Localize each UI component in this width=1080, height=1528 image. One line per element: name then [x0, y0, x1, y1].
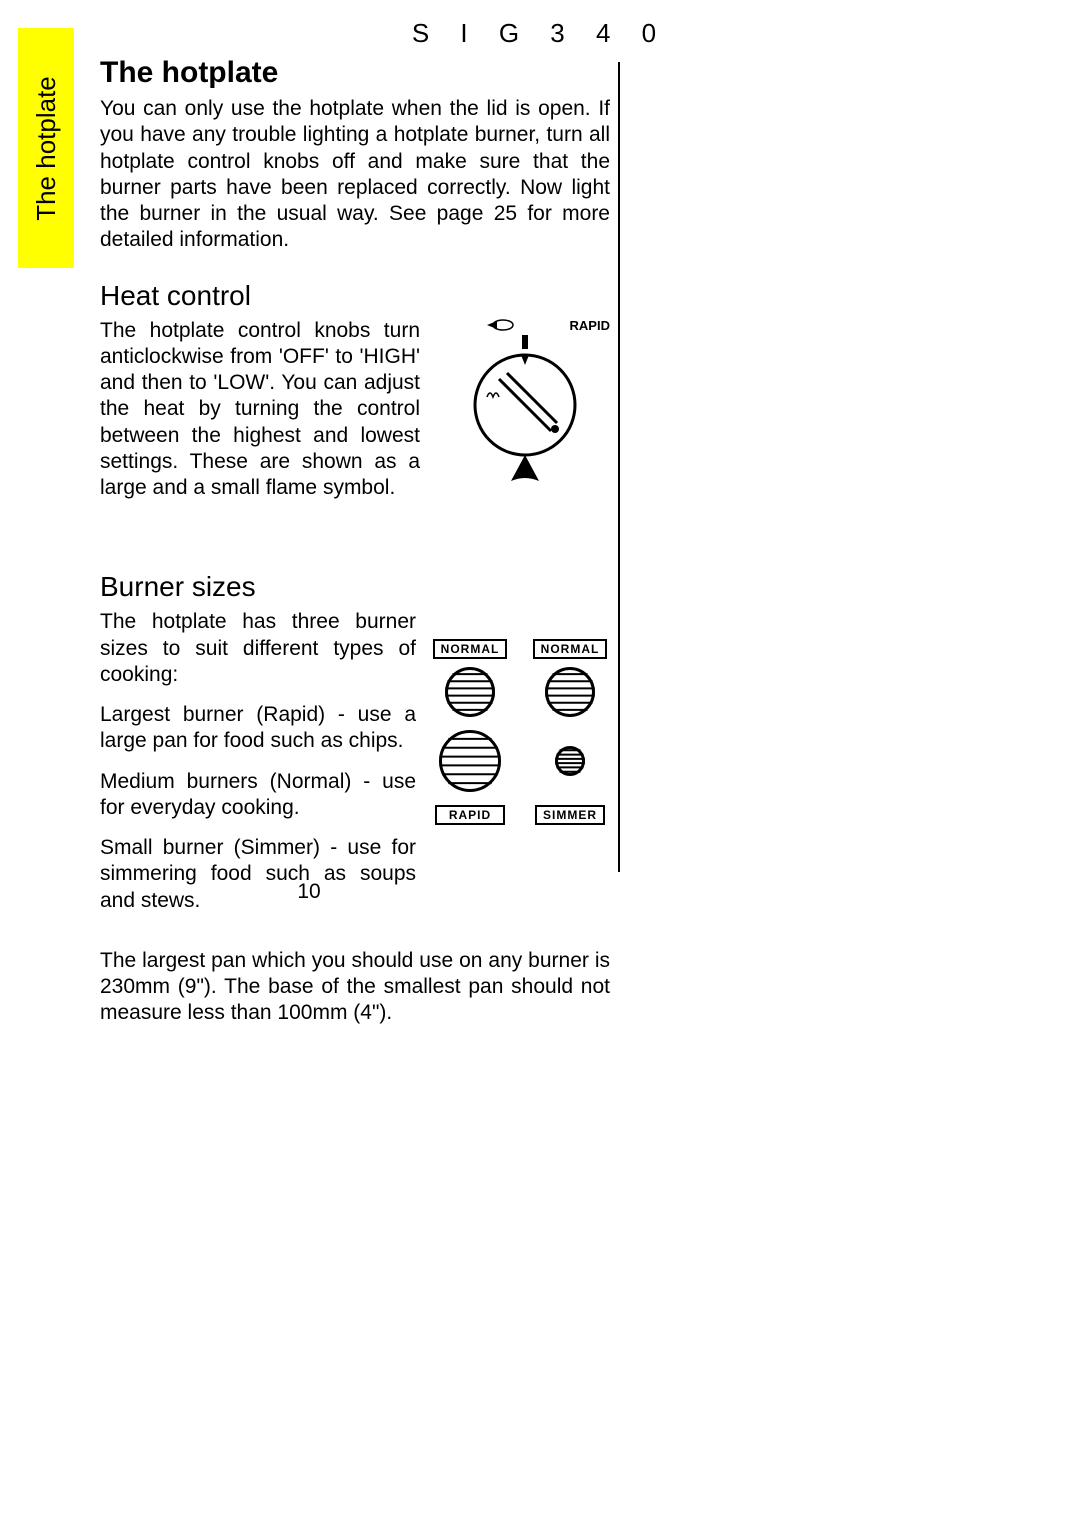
- section-title-heat-control: Heat control: [100, 280, 610, 312]
- burner-normal-right-icon: [545, 667, 595, 722]
- side-tab-label: The hotplate: [31, 76, 62, 221]
- burner-intro: The hotplate has three burner sizes to s…: [100, 609, 416, 688]
- burner-normal-left-icon: [445, 667, 495, 722]
- burner-simmer-icon: [555, 746, 585, 781]
- label-normal-right: NORMAL: [533, 639, 608, 659]
- pointer-icon: [487, 319, 515, 331]
- heat-control-row: The hotplate control knobs turn anticloc…: [100, 318, 610, 516]
- burner-layout-figure: NORMAL NORMAL RAPID SIMMER: [430, 609, 610, 825]
- label-normal-left: NORMAL: [433, 639, 508, 659]
- page-number: 10: [0, 880, 618, 904]
- knob-rapid-label: RAPID: [570, 318, 610, 333]
- heat-control-body: The hotplate control knobs turn anticloc…: [100, 318, 420, 502]
- label-rapid: RAPID: [435, 805, 505, 825]
- vertical-divider: [618, 62, 620, 872]
- knob-icon: [455, 335, 595, 485]
- header-model: S I G 3 4 0: [0, 18, 1080, 49]
- side-tab: The hotplate: [18, 28, 74, 268]
- burner-largest: Largest burner (Rapid) - use a large pan…: [100, 702, 416, 755]
- burner-rapid-icon: [439, 730, 501, 797]
- knob-figure: RAPID: [440, 318, 610, 485]
- section-title-hotplate: The hotplate: [100, 56, 610, 90]
- page: The hotplate S I G 3 4 0 The hotplate Yo…: [0, 0, 1080, 1528]
- label-simmer: SIMMER: [535, 805, 605, 825]
- pan-size-note: The largest pan which you should use on …: [100, 948, 610, 1027]
- hotplate-body: You can only use the hotplate when the l…: [100, 96, 610, 254]
- burner-medium: Medium burners (Normal) - use for everyd…: [100, 769, 416, 822]
- section-title-burner-sizes: Burner sizes: [100, 571, 610, 603]
